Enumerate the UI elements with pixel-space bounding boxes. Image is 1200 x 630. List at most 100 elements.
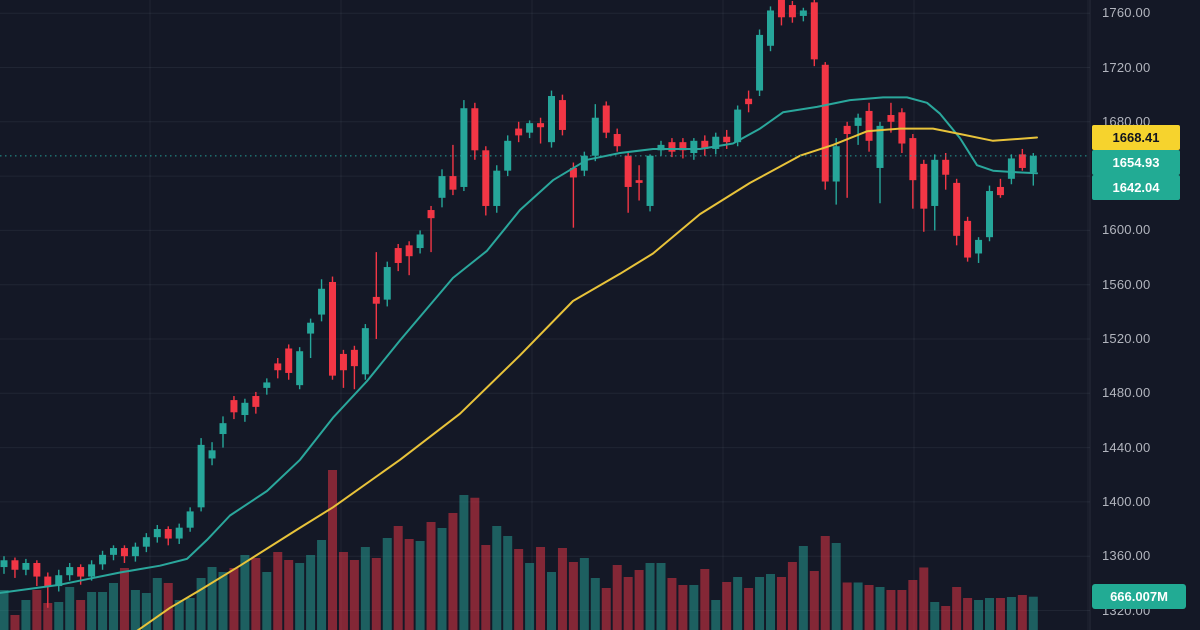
candle [701, 135, 709, 156]
candle [876, 121, 884, 204]
candle-body [788, 5, 796, 18]
volume-bar [568, 562, 578, 630]
candle [296, 347, 304, 390]
candle-body [843, 125, 851, 135]
candle [164, 526, 172, 546]
candle-body [701, 140, 709, 149]
candle-body [329, 281, 336, 376]
candle [734, 105, 742, 147]
candle [1007, 154, 1015, 185]
candle-body [920, 163, 928, 209]
candle [624, 151, 632, 213]
volume-bar [10, 615, 20, 630]
candle-body [777, 0, 785, 18]
candle-body [580, 155, 588, 171]
candle-body [274, 363, 282, 371]
volume-bar [404, 539, 414, 630]
candle [438, 169, 446, 208]
volume-bar [787, 562, 797, 630]
volume-bar [371, 558, 381, 630]
candle [77, 564, 85, 585]
candle [1029, 153, 1037, 186]
volume-bar [207, 567, 217, 630]
candle [153, 524, 161, 543]
volume-bar [678, 585, 688, 630]
candle-body [438, 176, 446, 198]
candle [394, 243, 402, 272]
candle [44, 572, 52, 608]
price-axis-label: 1720.00 [1102, 59, 1151, 75]
candle-body [252, 396, 260, 407]
volume-bar [634, 570, 644, 630]
candle [767, 6, 774, 52]
candle-body [22, 562, 30, 570]
candle-body [230, 400, 238, 413]
candle-wick [452, 144, 454, 196]
candle [241, 398, 249, 422]
candle [22, 558, 30, 576]
volume-bar [393, 526, 403, 630]
volume-bar [141, 593, 151, 630]
volume-bar [163, 583, 173, 630]
volume-bar [755, 577, 765, 630]
candle-body [876, 125, 884, 168]
candle-body [964, 220, 972, 258]
candle [537, 117, 545, 144]
candle-body [372, 296, 380, 304]
candle [208, 442, 216, 466]
ma-fast-price-value: 1642.04 [1112, 180, 1160, 196]
candle [230, 396, 238, 420]
price-axis[interactable]: 1668.41 1654.93 1642.04 666.007M 1760.00… [1090, 0, 1200, 630]
candle-body [186, 511, 194, 528]
candle-body [383, 267, 391, 300]
candle [996, 178, 1004, 198]
candle [745, 90, 753, 113]
candle-body [153, 529, 161, 538]
candle [712, 132, 720, 155]
volume-bar [766, 574, 775, 630]
price-axis-label: 1400.00 [1102, 493, 1151, 509]
volume-bar [722, 582, 732, 630]
volume-bar [87, 592, 97, 630]
candle-body [416, 234, 424, 249]
candle-body [931, 159, 939, 206]
candle-body [723, 136, 731, 143]
candle [350, 345, 358, 390]
volume-bar [119, 568, 129, 630]
candle [88, 560, 96, 581]
volume-bar [1017, 595, 1027, 630]
candle [788, 0, 796, 23]
candle-body [285, 348, 293, 373]
volume-bar [54, 602, 64, 630]
candle-body [471, 108, 479, 151]
volume-bar [382, 538, 392, 630]
candle [580, 151, 588, 177]
candle-body [602, 105, 610, 133]
candle-body [756, 34, 764, 91]
candle [55, 569, 63, 592]
candle [405, 241, 413, 276]
volume-bar [842, 582, 852, 630]
volume-bar [547, 572, 556, 630]
volume-bar [21, 600, 31, 630]
volume-badge: 666.007M [1092, 583, 1186, 609]
candle [602, 101, 610, 139]
candle-body [482, 150, 490, 206]
volume-bars [0, 470, 1038, 630]
candle-body [865, 110, 873, 141]
volume-bar [820, 536, 830, 630]
candle [920, 159, 928, 232]
volume-bar [43, 603, 53, 630]
candle-body [624, 155, 632, 187]
candle-body [142, 537, 150, 547]
candle [668, 138, 676, 158]
candle [175, 523, 183, 544]
candle [307, 318, 315, 359]
candle-body [854, 117, 862, 126]
volume-bar [152, 578, 162, 630]
grid-lines [0, 0, 1090, 630]
volume-bar [251, 558, 261, 630]
volume-bar [656, 563, 666, 630]
